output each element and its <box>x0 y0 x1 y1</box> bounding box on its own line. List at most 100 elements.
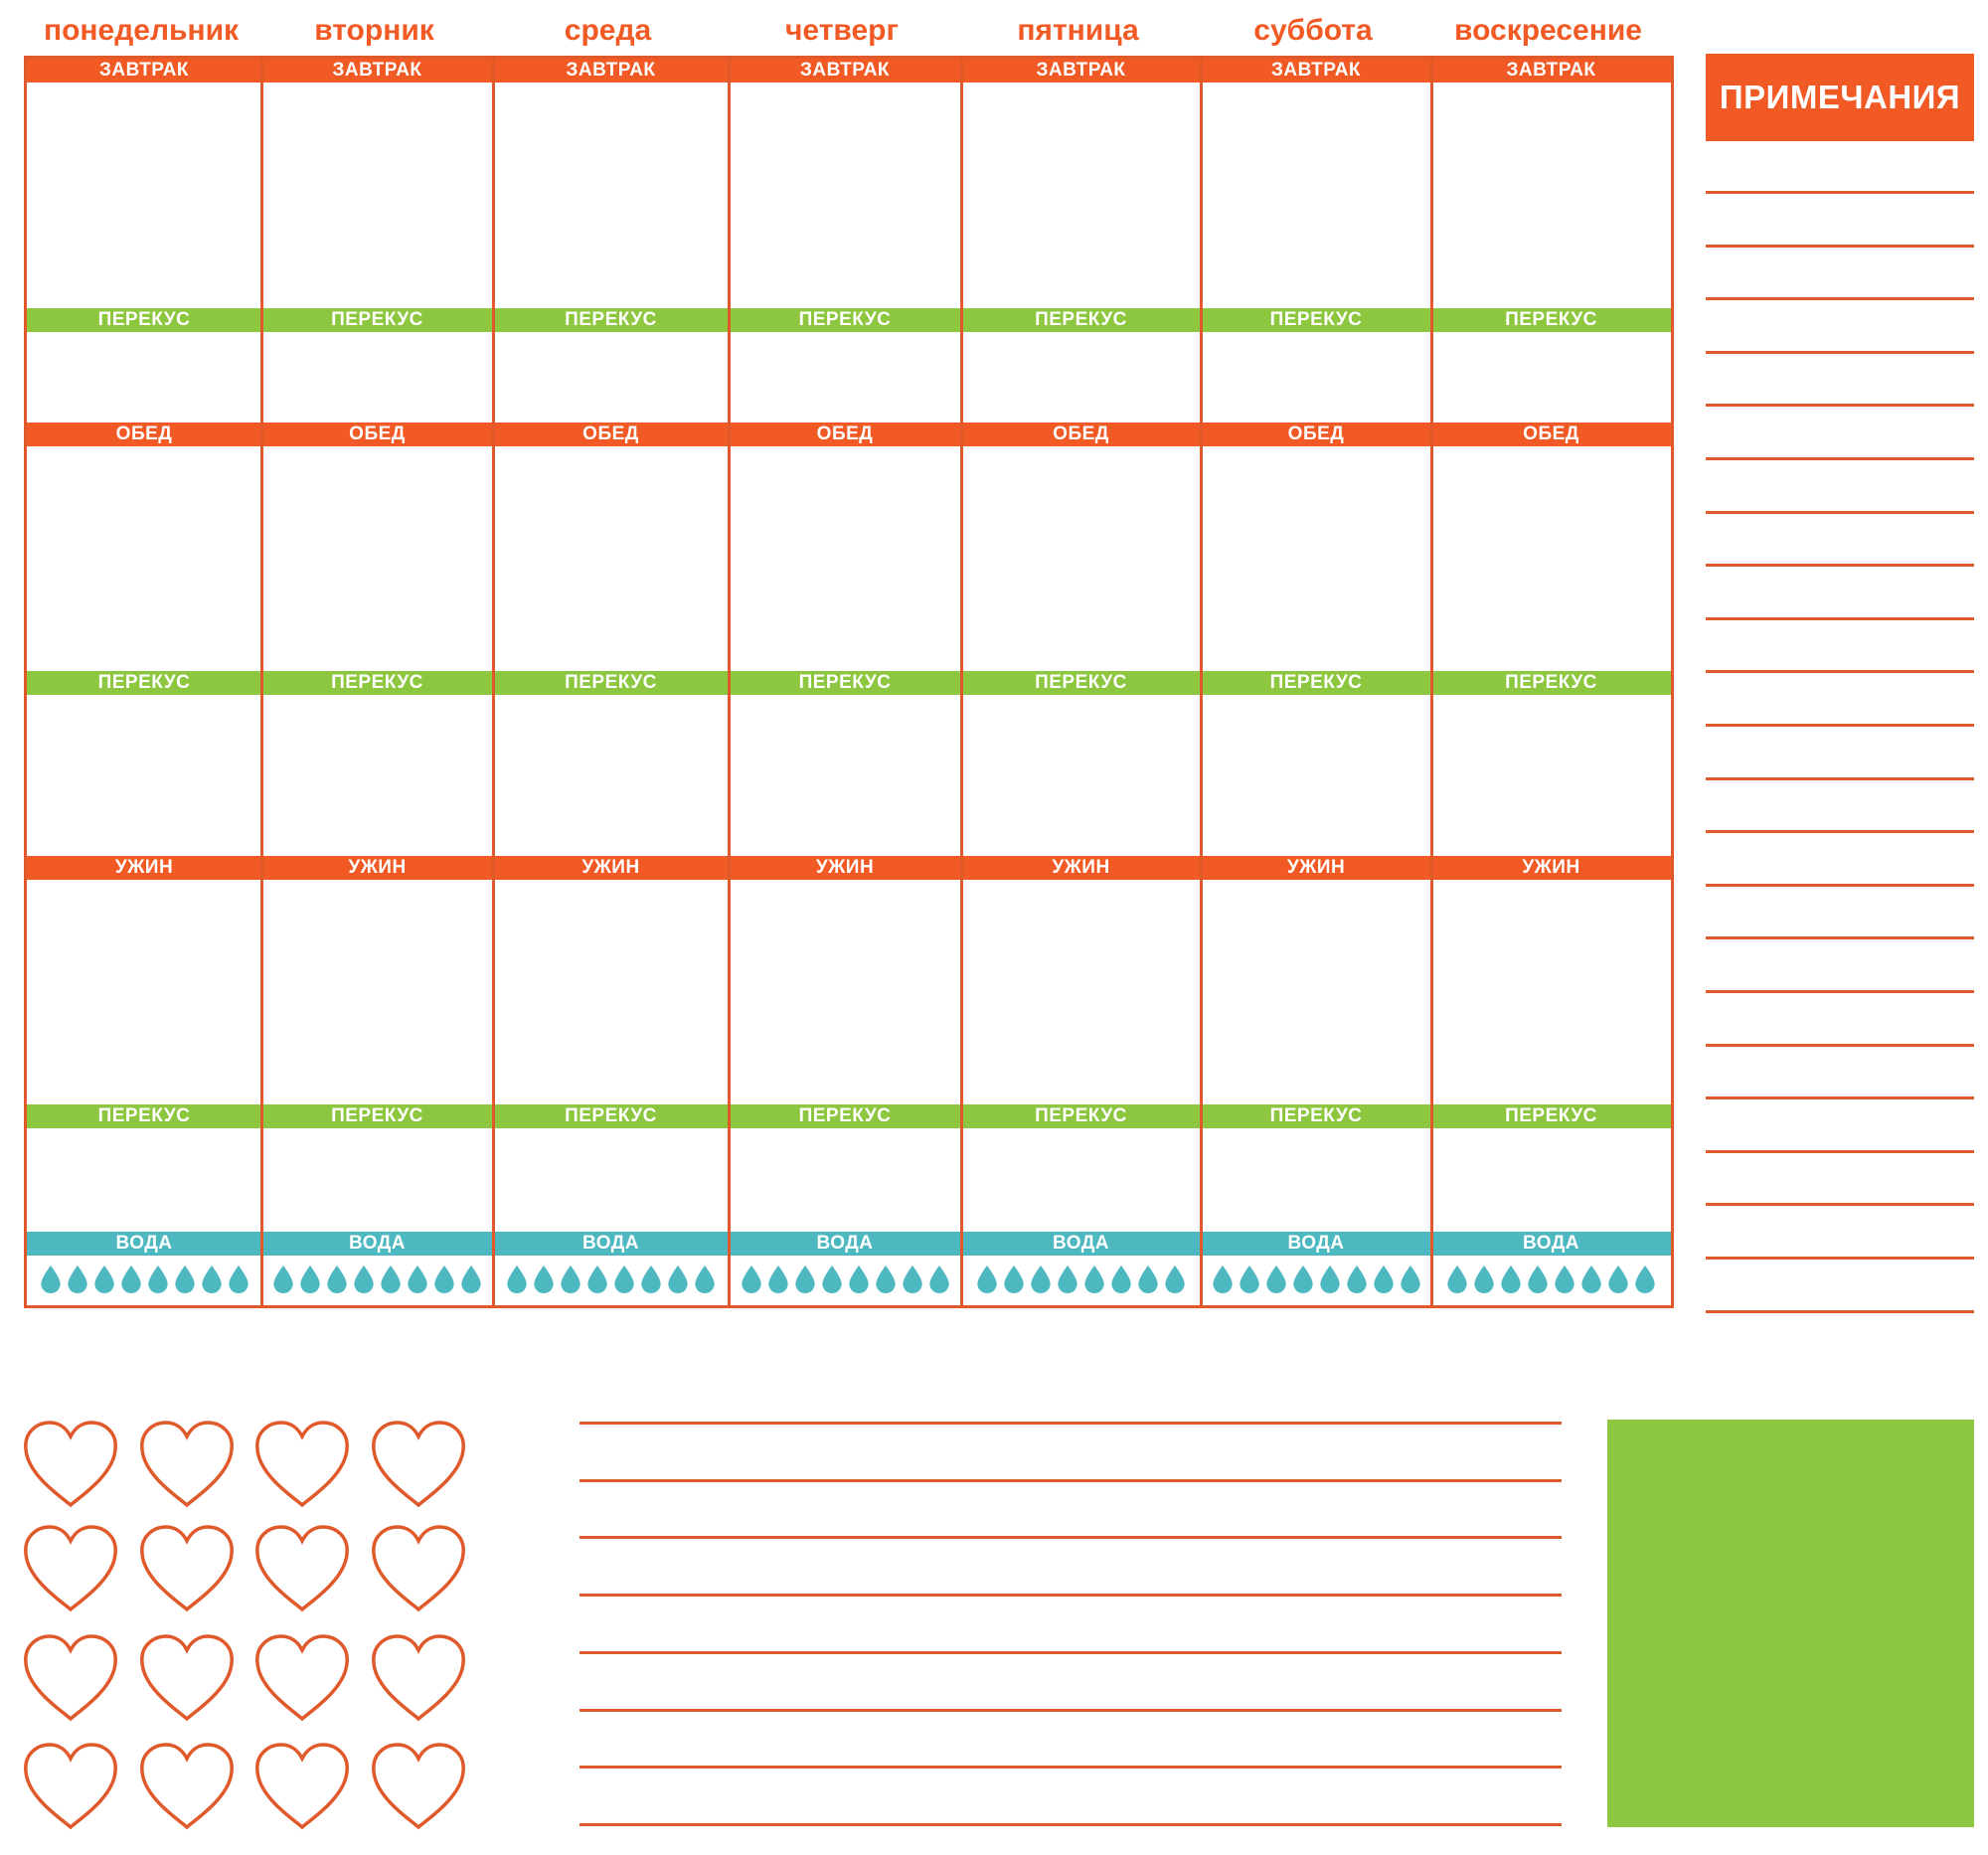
meal-cell[interactable] <box>27 1128 261 1232</box>
water-drop-icon[interactable] <box>200 1265 224 1294</box>
meal-cell[interactable] <box>1201 880 1431 1104</box>
note-line[interactable] <box>1706 776 1974 780</box>
water-drop-icon[interactable] <box>612 1265 636 1294</box>
water-drop-icon[interactable] <box>793 1265 817 1294</box>
note-line[interactable] <box>1706 457 1974 460</box>
heart-icon[interactable] <box>253 1524 351 1615</box>
heart-icon[interactable] <box>138 1420 236 1511</box>
meal-cell[interactable] <box>27 695 261 856</box>
water-drop-icon[interactable] <box>1445 1265 1469 1294</box>
meal-cell[interactable] <box>1201 83 1431 308</box>
note-line[interactable] <box>1706 1203 1974 1207</box>
heart-icon[interactable] <box>138 1742 236 1833</box>
meal-cell[interactable] <box>1201 446 1431 671</box>
water-drop-icon[interactable] <box>901 1265 924 1294</box>
note-line[interactable] <box>1706 724 1974 727</box>
water-drop-icon[interactable] <box>1002 1265 1026 1294</box>
meal-cell[interactable] <box>493 446 729 671</box>
water-drop-icon[interactable] <box>1345 1265 1369 1294</box>
water-drop-icon[interactable] <box>173 1265 197 1294</box>
meal-cell[interactable] <box>261 880 493 1104</box>
water-drop-icon[interactable] <box>820 1265 844 1294</box>
memo-line[interactable] <box>580 1478 1562 1482</box>
heart-icon[interactable] <box>370 1420 467 1511</box>
memo-line[interactable] <box>580 1536 1562 1540</box>
water-drop-icon[interactable] <box>325 1265 349 1294</box>
meal-cell[interactable] <box>729 332 961 422</box>
note-line[interactable] <box>1706 1096 1974 1100</box>
meal-cell[interactable] <box>1431 446 1671 671</box>
note-line[interactable] <box>1706 191 1974 194</box>
meal-cell[interactable] <box>27 332 261 422</box>
memo-line[interactable] <box>580 1422 1562 1425</box>
meal-cell[interactable] <box>961 83 1201 308</box>
water-drop-icon[interactable] <box>1372 1265 1396 1294</box>
water-drop-icon[interactable] <box>975 1265 999 1294</box>
meal-cell[interactable] <box>27 880 261 1104</box>
note-line[interactable] <box>1706 510 1974 514</box>
water-drop-icon[interactable] <box>298 1265 322 1294</box>
note-line[interactable] <box>1706 1043 1974 1047</box>
meal-cell[interactable] <box>961 695 1201 856</box>
water-drop-icon[interactable] <box>1238 1265 1261 1294</box>
water-drop-icon[interactable] <box>1472 1265 1496 1294</box>
water-drop-icon[interactable] <box>1291 1265 1315 1294</box>
water-drop-icon[interactable] <box>1579 1265 1603 1294</box>
note-line[interactable] <box>1706 830 1974 834</box>
heart-icon[interactable] <box>370 1524 467 1615</box>
note-line[interactable] <box>1706 883 1974 887</box>
meal-cell[interactable] <box>1201 1128 1431 1232</box>
water-drop-icon[interactable] <box>559 1265 582 1294</box>
water-drop-icon[interactable] <box>146 1265 170 1294</box>
meal-cell[interactable] <box>261 1128 493 1232</box>
heart-icon[interactable] <box>253 1633 351 1725</box>
meal-cell[interactable] <box>493 880 729 1104</box>
water-drop-icon[interactable] <box>1029 1265 1053 1294</box>
water-drop-icon[interactable] <box>740 1265 763 1294</box>
note-line[interactable] <box>1706 1309 1974 1313</box>
meal-cell[interactable] <box>493 1128 729 1232</box>
heart-icon[interactable] <box>22 1420 119 1511</box>
water-drop-icon[interactable] <box>1526 1265 1550 1294</box>
memo-line[interactable] <box>580 1708 1562 1712</box>
heart-icon[interactable] <box>138 1633 236 1725</box>
water-drop-icon[interactable] <box>227 1265 250 1294</box>
memo-line[interactable] <box>580 1650 1562 1654</box>
water-drop-icon[interactable] <box>1211 1265 1235 1294</box>
water-drop-icon[interactable] <box>1163 1265 1187 1294</box>
meal-cell[interactable] <box>961 332 1201 422</box>
water-drop-icon[interactable] <box>1082 1265 1106 1294</box>
meal-cell[interactable] <box>1201 332 1431 422</box>
water-drop-icon[interactable] <box>271 1265 295 1294</box>
meal-cell[interactable] <box>27 446 261 671</box>
heart-icon[interactable] <box>253 1742 351 1833</box>
note-line[interactable] <box>1706 990 1974 993</box>
heart-icon[interactable] <box>22 1742 119 1833</box>
water-drop-icon[interactable] <box>119 1265 143 1294</box>
water-drop-icon[interactable] <box>1633 1265 1657 1294</box>
meal-cell[interactable] <box>1431 1128 1671 1232</box>
heart-icon[interactable] <box>22 1633 119 1725</box>
note-line[interactable] <box>1706 1257 1974 1260</box>
meal-cell[interactable] <box>729 83 961 308</box>
water-drop-icon[interactable] <box>352 1265 376 1294</box>
meal-cell[interactable] <box>1431 83 1671 308</box>
heart-icon[interactable] <box>370 1633 467 1725</box>
meal-cell[interactable] <box>729 880 961 1104</box>
meal-cell[interactable] <box>27 83 261 308</box>
water-drop-icon[interactable] <box>1264 1265 1288 1294</box>
meal-cell[interactable] <box>961 880 1201 1104</box>
meal-cell[interactable] <box>729 446 961 671</box>
water-drop-icon[interactable] <box>379 1265 403 1294</box>
water-drop-icon[interactable] <box>432 1265 456 1294</box>
note-line[interactable] <box>1706 297 1974 301</box>
memo-line[interactable] <box>580 1766 1562 1770</box>
water-drop-icon[interactable] <box>1553 1265 1576 1294</box>
water-drop-icon[interactable] <box>505 1265 529 1294</box>
meal-cell[interactable] <box>1431 332 1671 422</box>
meal-cell[interactable] <box>961 446 1201 671</box>
meal-cell[interactable] <box>1201 695 1431 856</box>
meal-cell[interactable] <box>1431 695 1671 856</box>
water-drop-icon[interactable] <box>1056 1265 1079 1294</box>
heart-icon[interactable] <box>370 1742 467 1833</box>
